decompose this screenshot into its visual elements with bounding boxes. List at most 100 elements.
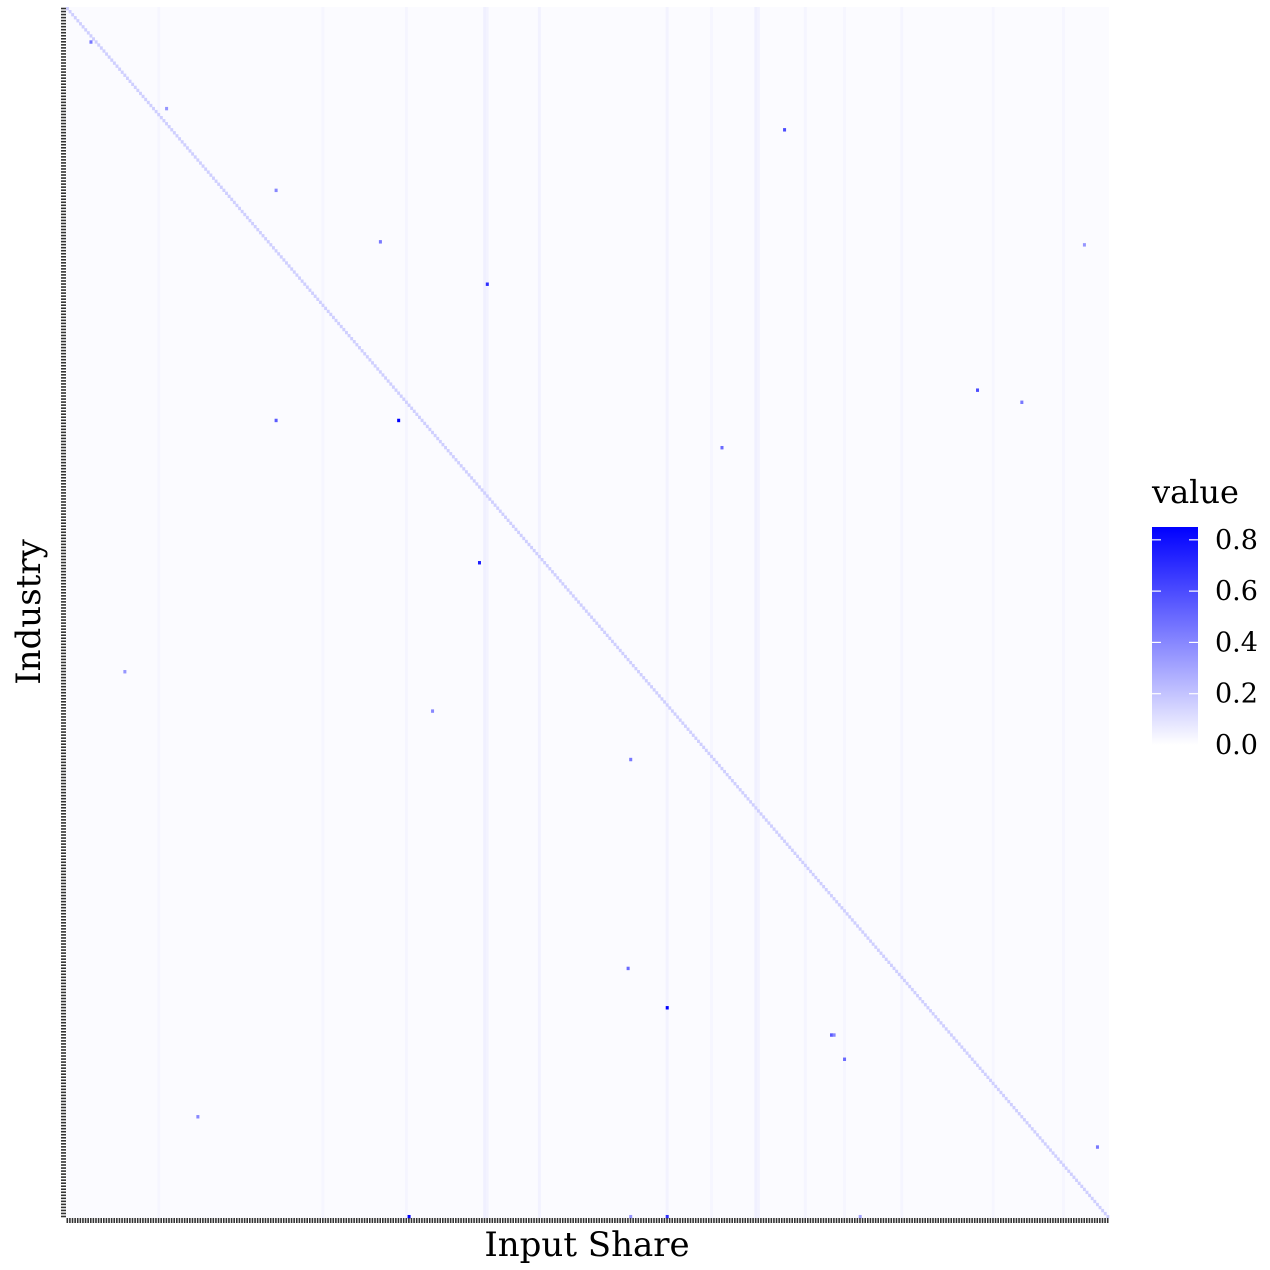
heatmap-cell — [326, 309, 330, 314]
heatmap-cell — [112, 61, 116, 65]
heatmap-cell — [206, 170, 210, 174]
heatmap-cell — [504, 515, 507, 519]
heatmap-cell — [540, 558, 544, 562]
heatmap-cell — [214, 179, 218, 183]
heatmap-cell — [681, 721, 685, 725]
heatmap-cell — [1059, 1160, 1063, 1164]
heatmap-cell — [519, 533, 523, 538]
heatmap-cell — [1020, 400, 1024, 405]
heatmap-cell — [1017, 1112, 1021, 1116]
heatmap-cell — [159, 115, 163, 120]
heatmap-cell — [457, 461, 461, 465]
heatmap-column-band — [710, 7, 713, 1218]
heatmap-cell — [723, 769, 726, 774]
heatmap-cell — [355, 343, 359, 347]
heatmap-cell — [936, 1018, 940, 1022]
heatmap-cell — [339, 324, 343, 329]
heatmap-cell — [115, 64, 119, 68]
heatmap-column-band — [483, 7, 487, 1218]
heatmap-cell — [790, 848, 794, 852]
heatmap-cell — [665, 1214, 669, 1219]
heatmap-cell — [311, 291, 315, 295]
heatmap-cell — [89, 34, 93, 38]
heatmap-cell — [561, 582, 565, 586]
heatmap-cell — [467, 473, 471, 477]
heatmap-cell — [764, 818, 768, 822]
heatmap-cell — [397, 418, 401, 423]
heatmap-cell — [438, 439, 442, 444]
heatmap-cell — [660, 697, 664, 701]
heatmap-cell — [318, 300, 322, 304]
heatmap-cell — [751, 803, 755, 807]
heatmap-cell — [970, 1057, 974, 1061]
heatmap-cell — [733, 782, 737, 786]
heatmap-cell — [874, 945, 878, 949]
heatmap-cell — [449, 452, 453, 456]
heatmap-cell — [225, 191, 228, 196]
heatmap-panel — [66, 7, 1110, 1219]
heatmap-cell — [165, 122, 168, 126]
heatmap-cell — [105, 52, 109, 56]
heatmap-cell — [378, 370, 382, 374]
heatmap-cell — [663, 700, 667, 704]
heatmap-cell — [136, 88, 140, 93]
heatmap-cell — [629, 660, 633, 665]
heatmap-cell — [386, 379, 390, 383]
heatmap-cell — [829, 894, 833, 898]
heatmap-cell — [728, 775, 732, 780]
x-axis-ticks — [66, 1218, 1109, 1223]
heatmap-cell — [569, 591, 573, 595]
heatmap-cell — [704, 748, 708, 753]
heatmap-cell — [248, 218, 252, 223]
heatmap-cell — [1051, 1151, 1055, 1155]
heatmap-cell — [384, 376, 388, 380]
heatmap-cell — [564, 585, 567, 589]
heatmap-cell — [1106, 1214, 1110, 1219]
heatmap-cell — [337, 321, 341, 326]
heatmap-cell — [274, 418, 278, 423]
heatmap-cell — [921, 1000, 925, 1004]
heatmap-cell — [1043, 1142, 1047, 1146]
heatmap-cell — [274, 249, 278, 253]
heatmap-cell — [827, 891, 831, 895]
heatmap-cell — [676, 715, 680, 719]
heatmap-cell — [1025, 1121, 1029, 1125]
heatmap-cell — [1020, 1115, 1024, 1119]
heatmap-cell — [624, 654, 627, 659]
heatmap-cell — [347, 333, 351, 338]
heatmap-column-band — [665, 7, 669, 1218]
heatmap-cell — [1064, 1166, 1068, 1170]
heatmap-cell — [741, 791, 745, 795]
heatmap-cell — [441, 442, 445, 447]
heatmap-cell — [976, 1063, 979, 1067]
heatmap-cell — [668, 706, 672, 710]
heatmap-cell — [783, 128, 787, 132]
heatmap-cell — [506, 518, 510, 522]
heatmap-cell — [858, 927, 862, 931]
heatmap-cell — [725, 772, 729, 777]
heatmap-cell — [991, 1081, 995, 1086]
heatmap-cell — [673, 712, 677, 716]
heatmap-cell — [196, 1115, 200, 1119]
heatmap-column-band — [321, 7, 325, 1218]
heatmap-cell — [616, 645, 620, 650]
heatmap-cell — [99, 46, 103, 50]
heatmap-cell — [431, 709, 435, 713]
heatmap-cell — [399, 394, 403, 398]
heatmap-cell — [279, 255, 283, 259]
heatmap-cell — [73, 16, 77, 20]
heatmap-cell — [511, 524, 515, 529]
heatmap-cell — [1095, 1202, 1099, 1207]
heatmap-cell — [378, 240, 382, 244]
heatmap-cell — [376, 367, 380, 371]
heatmap-column-band — [1062, 7, 1065, 1218]
heatmap-cell — [642, 676, 646, 680]
heatmap-cell — [446, 449, 450, 453]
heatmap-cell — [699, 742, 703, 747]
heatmap-cell — [832, 897, 836, 901]
heatmap-cell — [172, 131, 176, 135]
heatmap-cell — [86, 31, 90, 35]
heatmap-cell — [608, 636, 612, 641]
heatmap-cell — [767, 821, 771, 825]
